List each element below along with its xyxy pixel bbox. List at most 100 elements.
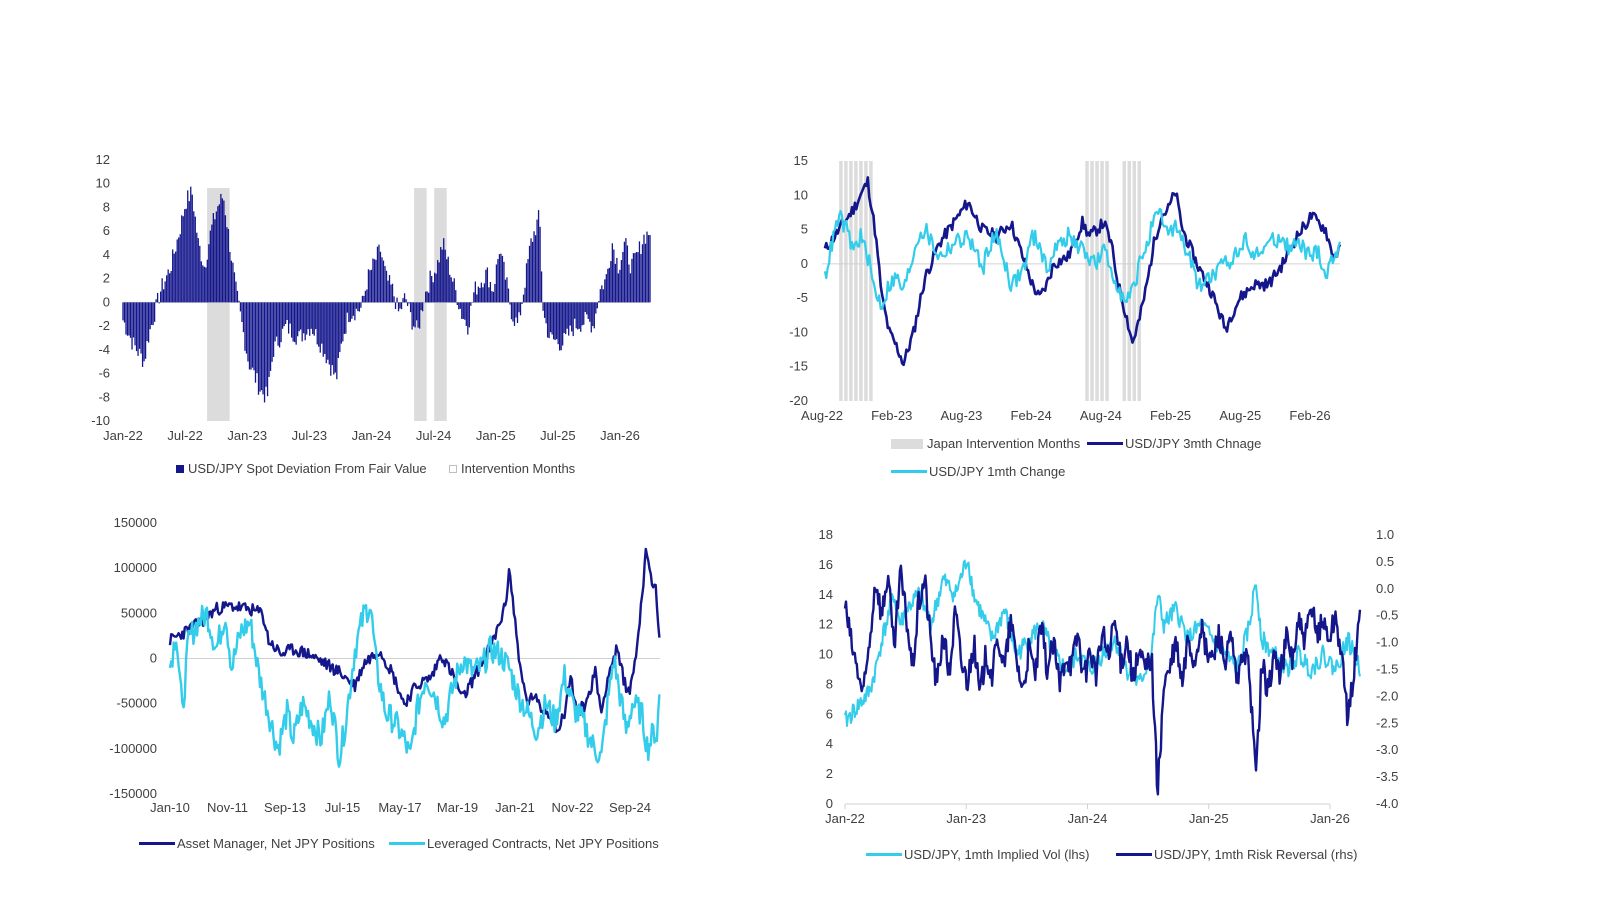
c4-y-tick-label: 18 [819, 527, 833, 542]
intervention-shade-band [434, 188, 447, 421]
c3-x-tick-label: Sep-24 [609, 800, 651, 815]
c3-y-tick-label: 150000 [114, 515, 157, 530]
series-1mth-change-line [823, 207, 1342, 310]
series-implied-vol-line [844, 559, 1361, 727]
c4-y2-tick-label: 0.5 [1376, 554, 1394, 569]
c3-y-tick-label: 100000 [114, 560, 157, 575]
c1-y-tick-label: -4 [98, 342, 110, 357]
series-risk-reversal-line [843, 564, 1362, 796]
legend-swatch-navy-line [1116, 853, 1152, 856]
c4-y-tick-label: 12 [819, 617, 833, 632]
legend-label-1mth-change: USD/JPY 1mth Change [929, 464, 1066, 479]
c4-y2-tick-label: -4.0 [1376, 796, 1398, 811]
c2-y-tick-label: -10 [789, 324, 808, 339]
c1-y-tick-label: 12 [96, 152, 110, 167]
c4-y2-tick-label: -1.5 [1376, 662, 1398, 677]
legend-swatch-navy-bar [176, 464, 184, 473]
legend-item-1mth-change: USD/JPY 1mth Change [891, 464, 1065, 479]
c2-y-tick-label: 0 [801, 256, 808, 271]
c1-y-tick-label: 8 [103, 199, 110, 214]
c1-y-tick-label: 0 [103, 294, 110, 309]
c3-x-tick-label: Jul-15 [325, 800, 360, 815]
legend-item-leveraged: Leveraged Contracts, Net JPY Positions [389, 836, 659, 851]
c3-x-tick-label: Sep-13 [264, 800, 306, 815]
legend-label-japan-intervention: Japan Intervention Months [927, 436, 1081, 451]
c2-y-tick-label: -20 [789, 393, 808, 408]
c2-y-tick-label: 15 [794, 153, 808, 168]
intervention-shade-band [849, 161, 853, 401]
c1-x-tick-label: Jul-24 [416, 428, 451, 443]
c4-y2-tick-label: -2.5 [1376, 715, 1398, 730]
c1-x-tick-label: Jul-22 [167, 428, 202, 443]
legend-label-risk-reversal: USD/JPY, 1mth Risk Reversal (rhs) [1154, 847, 1358, 862]
c2-x-tick-label: Feb-24 [1011, 408, 1052, 423]
c4-x-tick-label: Jan-22 [825, 811, 865, 826]
legend-swatch-cyan-line [891, 470, 927, 473]
c3-x-tick-label: Nov-11 [207, 800, 248, 815]
c1-y-tick-label: 6 [103, 223, 110, 238]
c2-x-tick-label: Feb-23 [871, 408, 912, 423]
c1-y-tick-label: 4 [103, 247, 110, 262]
c2-x-tick-label: Aug-25 [1219, 408, 1261, 423]
intervention-shade-band [844, 161, 848, 401]
intervention-shade-band [1137, 161, 1141, 401]
c1-x-tick-label: Jul-25 [540, 428, 575, 443]
legend-item-implied-vol: USD/JPY, 1mth Implied Vol (lhs) [866, 847, 1089, 862]
c1-x-tick-label: Jan-24 [352, 428, 392, 443]
c4-y-tick-label: 10 [819, 647, 833, 662]
c2-x-tick-label: Feb-25 [1150, 408, 1191, 423]
c4-y-tick-label: 16 [819, 557, 833, 572]
legend-label-intervention: Intervention Months [461, 461, 576, 476]
c1-y-tick-label: -6 [98, 366, 110, 381]
c2-y-tick-label: -5 [796, 290, 808, 305]
c4-y2-tick-label: 1.0 [1376, 527, 1394, 542]
legend-item-risk-reversal: USD/JPY, 1mth Risk Reversal (rhs) [1116, 847, 1357, 862]
c3-y-tick-label: 50000 [121, 605, 157, 620]
legend-swatch-cyan-line [389, 842, 425, 845]
c2-y-tick-label: 5 [801, 222, 808, 237]
c4-y2-tick-label: 0.0 [1376, 581, 1394, 596]
legend-label-leveraged: Leveraged Contracts, Net JPY Positions [427, 836, 659, 851]
c3-x-tick-label: Nov-22 [552, 800, 594, 815]
intervention-shade-band [1100, 161, 1104, 401]
legend-item-intervention: Intervention Months [449, 461, 575, 476]
c4-y-tick-label: 4 [826, 736, 833, 751]
intervention-shade-band [1085, 161, 1089, 401]
intervention-shade-band [414, 188, 427, 421]
c1-y-tick-label: -10 [91, 413, 110, 428]
legend-label-3mth-change: USD/JPY 3mth Chnage [1125, 436, 1262, 451]
legend-label-asset-manager: Asset Manager, Net JPY Positions [177, 836, 375, 851]
legend-label-implied-vol: USD/JPY, 1mth Implied Vol (lhs) [904, 847, 1090, 862]
c2-y-tick-label: 10 [794, 187, 808, 202]
intervention-shade-band [207, 188, 230, 421]
c3-x-tick-label: Jan-10 [150, 800, 190, 815]
legend-item-japan-intervention: Japan Intervention Months [891, 436, 1080, 451]
legend-swatch-navy-line [139, 842, 175, 845]
legend-swatch-navy-line [1087, 442, 1123, 445]
intervention-shade-band [869, 161, 873, 401]
c2-x-tick-label: Aug-23 [940, 408, 982, 423]
intervention-shade-band [1122, 161, 1126, 401]
intervention-shade-band [854, 161, 858, 401]
c4-y2-tick-label: -3.5 [1376, 769, 1398, 784]
intervention-shade-band [1127, 161, 1131, 401]
c1-y-tick-label: -8 [98, 389, 110, 404]
c3-y-tick-label: -100000 [109, 741, 157, 756]
c4-y2-tick-label: -0.5 [1376, 608, 1398, 623]
intervention-shade-band [1105, 161, 1109, 401]
legend-item-asset-manager: Asset Manager, Net JPY Positions [139, 836, 375, 851]
c1-x-tick-label: Jan-25 [476, 428, 516, 443]
c4-y-tick-label: 8 [826, 676, 833, 691]
c2-x-tick-label: Aug-22 [801, 408, 843, 423]
c4-x-tick-label: Jan-23 [946, 811, 986, 826]
c1-x-tick-label: Jan-26 [600, 428, 640, 443]
c4-y-tick-label: 2 [826, 766, 833, 781]
c3-y-tick-label: -150000 [109, 786, 157, 801]
legend-item-3mth-change: USD/JPY 3mth Chnage [1087, 436, 1261, 451]
c3-x-tick-label: Jan-21 [495, 800, 535, 815]
c4-y-tick-label: 6 [826, 706, 833, 721]
c4-x-tick-label: Jan-26 [1310, 811, 1350, 826]
